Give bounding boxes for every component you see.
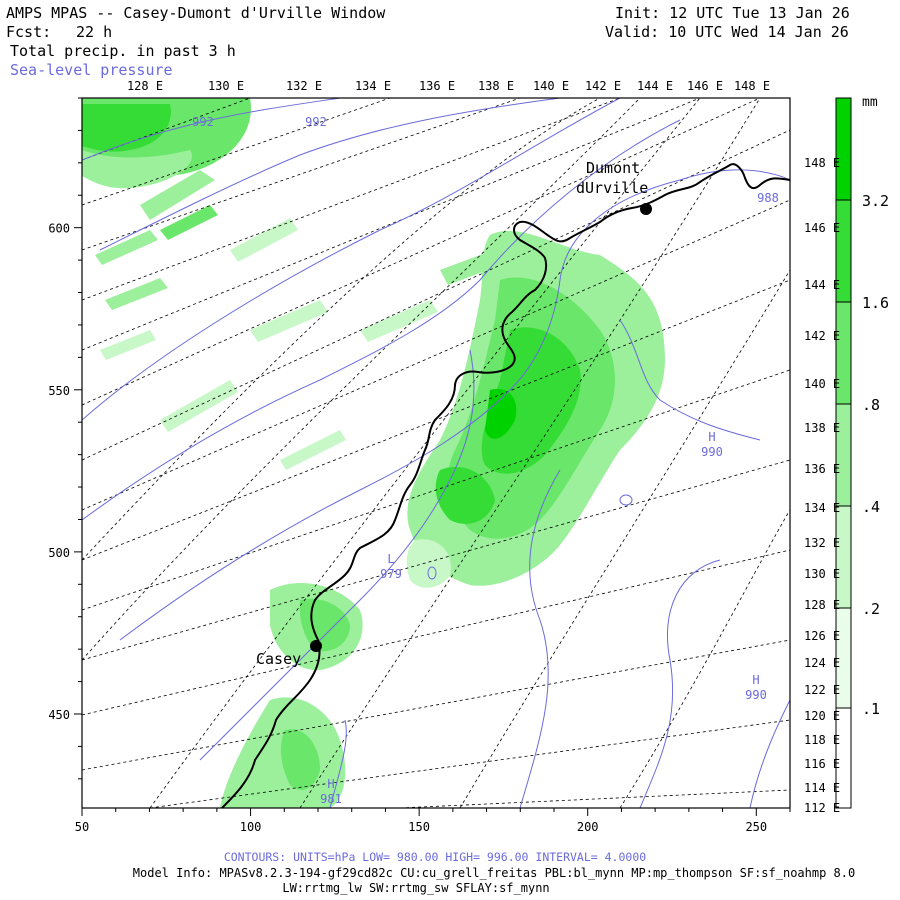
x-axis-tick-label: 150 <box>408 820 430 834</box>
colorbar-level-label: .2 <box>862 600 880 618</box>
high-pressure-marker: H <box>327 777 334 791</box>
colorbar-unit: mm <box>862 95 878 110</box>
right-longitude-label: 128 E <box>804 598 840 612</box>
colorbar-swatch <box>836 608 851 708</box>
top-longitude-label: 144 E <box>637 79 673 93</box>
right-longitude-label: 134 E <box>804 501 840 515</box>
coastline <box>221 163 790 808</box>
right-longitude-label: 144 E <box>804 278 840 292</box>
right-longitude-label: 124 E <box>804 656 840 670</box>
precip-shading <box>82 98 665 808</box>
colorbar-level-label: 3.2 <box>862 192 889 210</box>
casey-station-label: Casey <box>256 650 301 668</box>
top-longitude-label: 138 E <box>478 79 514 93</box>
graticule <box>82 98 790 808</box>
model-info: Model Info: MPASv8.2.3-194-gf29cd82c CU:… <box>133 866 855 880</box>
overlay-name: Sea-level pressure <box>10 61 173 79</box>
right-longitude-label: 148 E <box>804 156 840 170</box>
high-pressure-value: 990 <box>745 688 767 702</box>
casey-station-marker <box>310 640 322 652</box>
top-longitude-label: 136 E <box>419 79 455 93</box>
right-longitude-label: 138 E <box>804 421 840 435</box>
colorbar-level-label: .8 <box>862 396 880 414</box>
top-longitude-label: 128 E <box>127 79 163 93</box>
valid-time: Valid: 10 UTC Wed 14 Jan 26 <box>605 23 849 41</box>
colorbar-swatch <box>836 708 851 808</box>
right-longitude-label: 120 E <box>804 709 840 723</box>
y-axis-tick-label: 450 <box>48 708 70 722</box>
top-longitude-label: 142 E <box>585 79 621 93</box>
top-longitude-label: 148 E <box>734 79 770 93</box>
colorbar-level-label: .1 <box>862 700 880 718</box>
colorbar-frame <box>835 97 852 809</box>
y-axis-tick-label: 550 <box>48 384 70 398</box>
contour-info: CONTOURS: UNITS=hPa LOW= 980.00 HIGH= 99… <box>224 850 646 864</box>
pressure-contours <box>82 98 790 808</box>
map-title: AMPS MPAS -- Casey-Dumont d'Urville Wind… <box>6 4 386 22</box>
colorbar-level-label: .4 <box>862 498 880 516</box>
x-axis-tick-label: 200 <box>577 820 599 834</box>
colorbar-swatch <box>836 302 851 404</box>
right-longitude-label: 132 E <box>804 536 840 550</box>
top-longitude-label: 146 E <box>687 79 723 93</box>
durville-station-label: dUrville <box>576 179 648 197</box>
y-axis-tick-label: 500 <box>48 546 70 560</box>
forecast-value: 22 h <box>76 23 113 41</box>
y-axis-tick-label: 600 <box>48 222 70 236</box>
right-longitude-label: 136 E <box>804 462 840 476</box>
x-axis-tick-label: 100 <box>240 820 262 834</box>
model-info-physics: LW:rrtmg_lw SW:rrtmg_sw SFLAY:sf_mynn <box>282 881 549 895</box>
right-longitude-label: 130 E <box>804 567 840 581</box>
low-pressure-value: 979 <box>380 567 402 581</box>
high-pressure-value: 990 <box>701 445 723 459</box>
right-longitude-label: 112 E <box>804 801 840 815</box>
map-frame <box>81 97 791 809</box>
right-longitude-label: 122 E <box>804 683 840 697</box>
x-axis-tick-label: 50 <box>75 820 89 834</box>
top-longitude-label: 130 E <box>208 79 244 93</box>
right-longitude-label: 118 E <box>804 733 840 747</box>
pressure-contour-label: 992 <box>192 115 214 129</box>
right-longitude-label: 126 E <box>804 629 840 643</box>
colorbar-swatch <box>836 98 851 200</box>
right-longitude-label: 142 E <box>804 329 840 343</box>
field-name: Total precip. in past 3 h <box>10 42 236 60</box>
right-longitude-label: 146 E <box>804 221 840 235</box>
high-pressure-marker: H <box>708 430 715 444</box>
top-longitude-label: 140 E <box>533 79 569 93</box>
right-longitude-label: 114 E <box>804 781 840 795</box>
colorbar: mm <box>835 95 878 809</box>
colorbar-swatch <box>836 404 851 506</box>
top-longitude-label: 132 E <box>286 79 322 93</box>
high-pressure-marker: H <box>752 673 759 687</box>
pressure-contour-label: 988 <box>757 191 779 205</box>
pressure-contour-label: 992 <box>305 115 327 129</box>
low-pressure-marker: L <box>387 552 394 566</box>
x-axis-tick-label: 250 <box>745 820 767 834</box>
colorbar-swatch <box>836 506 851 608</box>
right-longitude-label: 140 E <box>804 377 840 391</box>
colorbar-swatch <box>836 200 851 302</box>
high-pressure-value: 981 <box>320 792 342 806</box>
dumont-durville-station-marker <box>640 203 652 215</box>
forecast-label: Fcst: <box>6 23 52 41</box>
right-longitude-label: 116 E <box>804 757 840 771</box>
top-longitude-label: 134 E <box>355 79 391 93</box>
colorbar-level-label: 1.6 <box>862 294 889 312</box>
dumont-station-label: Dumont <box>586 159 640 177</box>
init-time: Init: 12 UTC Tue 13 Jan 26 <box>615 4 850 22</box>
